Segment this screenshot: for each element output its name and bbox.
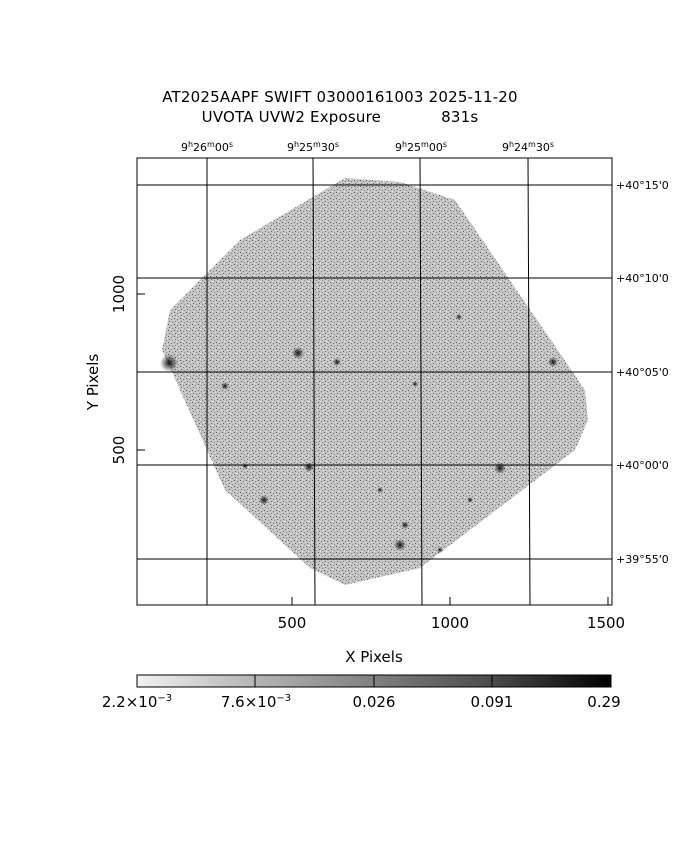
point-source <box>456 314 462 320</box>
colorbar-label: 2.2×10−3 <box>102 693 172 711</box>
ra-tick-labels: 9h26m00s 9h25m30s 9h25m00s 9h24m30s <box>181 140 554 154</box>
point-source <box>548 357 558 367</box>
dec-tick-label: +40°15'0 <box>616 179 669 192</box>
point-source <box>333 358 341 366</box>
point-source <box>437 547 443 553</box>
colorbar-label: 0.091 <box>471 693 514 711</box>
exposure-footprint <box>162 178 588 585</box>
ra-tick-label: 9h25m30s <box>287 140 339 154</box>
point-source <box>401 521 409 529</box>
colorbar-label: 0.29 <box>587 693 620 711</box>
exposure-value: 831s <box>441 108 479 126</box>
ra-tick-label: 9h24m30s <box>502 140 554 154</box>
tick-marks <box>137 293 609 605</box>
colorbar-ticks <box>254 675 493 687</box>
dec-tick-label: +39°55'0 <box>616 553 669 566</box>
y-tick-label: 500 <box>110 436 128 465</box>
point-source <box>394 539 406 551</box>
colorbar-label: 7.6×10−3 <box>221 693 291 711</box>
ra-tick-label: 9h25m00s <box>395 140 447 154</box>
point-source <box>494 462 506 474</box>
dec-tick-label: +40°00'0 <box>616 459 669 472</box>
exposure-line: UVOTA UVW2 Exposure 831s <box>0 108 680 126</box>
dec-tick-label: +40°10'0 <box>616 272 669 285</box>
ra-tick-label: 9h26m00s <box>181 140 233 154</box>
point-source <box>412 381 418 387</box>
point-source <box>292 347 304 359</box>
x-tick-label: 500 <box>278 614 307 632</box>
y-tick-label: 1000 <box>110 275 128 313</box>
exposure-label: UVOTA UVW2 Exposure <box>201 108 382 126</box>
point-source <box>242 463 248 469</box>
dec-tick-labels: +40°15'0 +40°10'0 +40°05'0 +40°00'0 +39°… <box>616 179 669 566</box>
x-tick-label: 1000 <box>431 614 469 632</box>
colorbar-label: 0.026 <box>353 693 396 711</box>
y-axis-label: Y Pixels <box>84 354 102 412</box>
point-source <box>221 382 229 390</box>
point-source <box>467 497 473 503</box>
x-axis-label: X Pixels <box>345 648 403 666</box>
point-source <box>160 354 178 372</box>
dec-tick-label: +40°05'0 <box>616 366 669 379</box>
coordinate-grid <box>137 157 612 606</box>
x-tick-label: 1500 <box>587 614 625 632</box>
plot-title: AT2025AAPF SWIFT 03000161003 2025-11-20 <box>162 88 518 106</box>
colorbar-labels: 2.2×10−3 7.6×10−3 0.026 0.091 0.29 <box>102 693 621 711</box>
point-source <box>304 462 314 472</box>
point-source <box>377 487 383 493</box>
plot-frame <box>136 157 613 606</box>
point-source <box>259 495 269 505</box>
